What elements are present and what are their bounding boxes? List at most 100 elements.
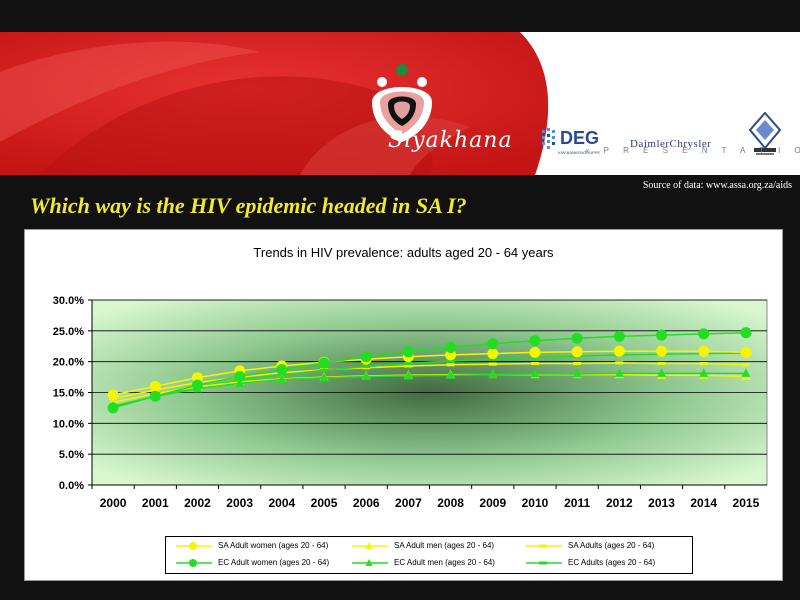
x-tick-label: 2006 [353,496,380,510]
series-line [112,372,746,407]
data-point [488,357,497,361]
data-point [488,369,498,379]
data-point [741,368,751,377]
y-tick-label: 25.0% [53,326,84,338]
y-tick-label: 5.0% [59,449,84,461]
data-point [107,402,119,414]
daimlerchrysler-logo: DaimlerChrysler [630,138,712,150]
y-tick-label: 10.0% [53,418,84,430]
data-point [445,341,457,353]
data-point [657,362,666,366]
data-point [234,370,246,382]
title-band [0,175,800,225]
x-tick-label: 2003 [226,496,253,510]
data-point [530,362,539,366]
data-point [403,370,413,380]
data-point [530,369,540,378]
banner-red-swirl [0,32,549,175]
data-point [488,362,497,366]
data-point [277,374,287,384]
source-text: Source of data: www.assa.org.za/aids [642,180,792,191]
data-point [149,390,161,402]
x-tick-label: 2014 [690,496,717,510]
data-point [402,346,414,358]
deg-grid-icon [542,128,555,149]
legend-label: EC Adult men (ages 20 - 64) [394,558,495,567]
banner: Siyakhana DEG KfW BANKENGRUPPE DaimlerCh… [0,32,800,175]
y-tick-label: 0.0% [59,480,84,492]
chart-plot: 0.0% 5.0% 10.0% 15.0% 20.0% 25.0% 30.0% 2000 200… [53,295,768,510]
data-point [698,345,710,357]
legend-swatch [526,561,562,565]
y-tick-label: 15.0% [53,388,84,400]
data-point [404,362,413,366]
legend-label: SA Adult women (ages 20 - 64) [218,541,329,550]
presentation-label: « P R E S E N T A T I O N » [585,146,800,155]
legend-swatch [352,542,388,549]
y-tick-label: 30.0% [53,295,84,307]
top-bar [0,0,800,32]
y-tick-label: 20.0% [53,357,84,369]
series-line [112,331,746,409]
x-tick-label: 2010 [522,496,549,510]
data-point [657,368,667,377]
data-point [362,365,371,369]
x-tick-label: 2008 [437,496,464,510]
data-point [318,357,330,369]
deg-logo: DEG KfW BANKENGRUPPE [540,124,610,160]
data-point [107,389,119,401]
data-point [446,363,455,367]
data-point [360,351,372,363]
series-line [112,352,746,408]
legend-label: SA Adult men (ages 20 - 64) [394,541,495,550]
legend-label: EC Adult women (ages 20 - 64) [218,558,330,567]
bottom-bar [0,581,800,600]
siyakhana-logo-icon [372,64,432,142]
data-point [487,338,499,350]
data-point [656,345,668,357]
x-tick-label: 2004 [268,496,295,510]
data-point [191,379,203,391]
x-tick-label: 2011 [564,496,590,510]
data-point [613,330,625,342]
series-line [112,362,746,400]
data-point [529,346,541,358]
data-point [613,345,625,357]
data-point [571,346,583,358]
chart-legend: SA Adult women (ages 20 - 64) SA Adult me… [165,536,693,574]
data-point [320,368,329,372]
data-point [740,346,752,358]
legend-label: SA Adults (ages 20 - 64) [568,541,655,550]
legend-swatch [176,559,212,567]
data-point [446,370,456,379]
legend-swatch [176,542,212,550]
data-point [699,368,709,377]
data-point [741,363,750,367]
legend-label: EC Adults (ages 20 - 64) [568,558,656,567]
legend-swatch [352,559,388,566]
data-point [571,332,583,344]
logo-text: Siyakhana [388,128,513,153]
x-tick-label: 2012 [606,496,633,510]
data-point [446,359,455,363]
data-point [698,328,710,340]
chart-title: Trends in HIV prevalence: adults aged 20… [253,245,554,260]
crest-logo-icon [748,112,782,155]
data-point [276,364,288,376]
x-tick-label: 2009 [479,496,506,510]
x-tick-label: 2005 [311,496,338,510]
data-point [614,368,624,377]
deg-text: DEG [560,128,600,148]
x-tick-label: 2013 [648,496,675,510]
data-point [699,362,708,366]
data-point [656,329,668,341]
legend-swatch [526,544,562,548]
data-point [487,348,499,360]
x-tick-label: 2001 [142,496,169,510]
x-tick-label: 2002 [184,496,211,510]
x-tick-label: 2015 [733,496,760,510]
x-tick-label: 2000 [100,496,127,510]
chart-container: Trends in HIV prevalence: adults aged 20… [24,229,783,581]
slide-headline: Which way is the HIV epidemic headed in … [30,193,467,218]
x-tick-label: 2007 [395,496,422,510]
